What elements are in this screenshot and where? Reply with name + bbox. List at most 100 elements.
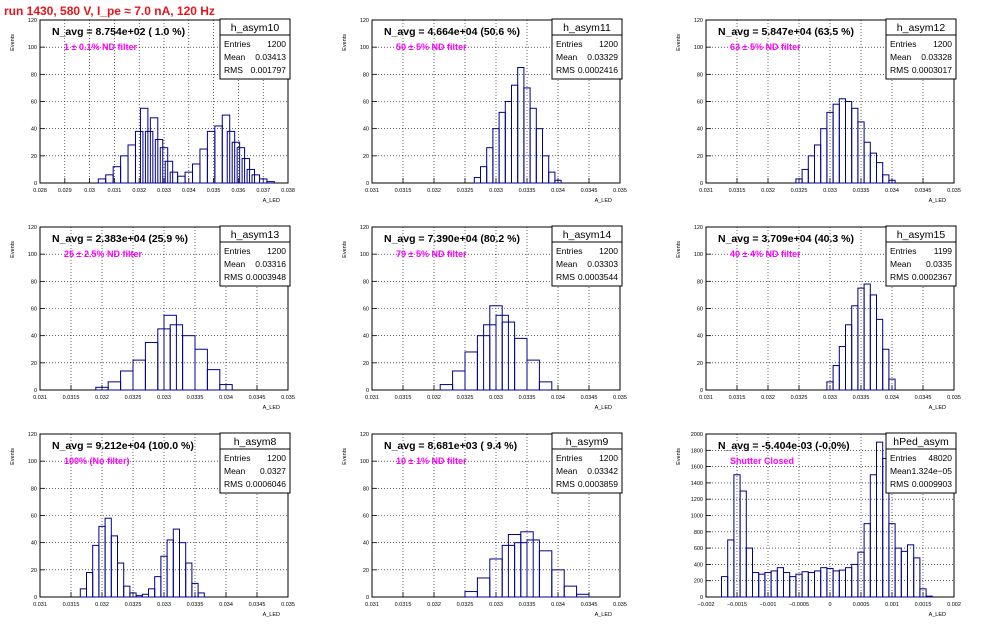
stats-key: RMS — [890, 272, 909, 282]
x-tick-label: 0.034 — [551, 395, 565, 401]
y-tick-label: 120 — [360, 432, 369, 438]
x-axis-label: A_LED — [595, 405, 612, 411]
histogram-bin — [542, 155, 550, 184]
stats-box — [551, 432, 623, 494]
x-tick-label: 0.036 — [232, 188, 246, 194]
histogram-panel: 0.028 0.029 0.03 0.031 0.032 0.033 0.034 0.035 0… — [10, 18, 295, 204]
x-tick-label: −0.0005 — [789, 602, 809, 608]
x-tick-label: 0.034 — [219, 602, 233, 608]
x-tick-label: 0.0335 — [519, 602, 536, 608]
stats-value: 0.03413 — [255, 52, 286, 62]
y-tick-label: 0 — [366, 595, 369, 601]
stats-value: 0.0003017 — [912, 65, 952, 75]
stats-key: RMS — [556, 65, 575, 75]
histogram-panel: 0.031 0.0315 0.032 0.0325 0.033 0.0335 0.034 0.… — [10, 432, 295, 618]
histogram-panel: −0.002 −0.0015 −0.001 −0.0005 0 0.0005 0.001 0.… — [676, 432, 961, 618]
x-tick-label: 0.032 — [427, 188, 441, 194]
stats-value: 1.324e−05 — [912, 466, 953, 476]
histogram-bin — [231, 141, 241, 184]
stats-key: Entries — [890, 39, 916, 49]
stats-value: 48020 — [928, 453, 952, 463]
y-tick-label: 80 — [31, 72, 37, 78]
stats-box — [219, 225, 291, 287]
x-tick-label: 0.0325 — [457, 602, 474, 608]
filter-label: 25 ± 2.5% ND filter — [64, 249, 142, 259]
x-tick-label: 0.035 — [947, 395, 961, 401]
x-tick-label: 0.031 — [365, 602, 379, 608]
y-tick-label: 20 — [31, 154, 37, 160]
y-tick-label: 400 — [694, 562, 703, 568]
x-tick-label: 0.032 — [427, 395, 441, 401]
navg-label: N_avg = -5.404e-03 (-0.0%) — [718, 440, 850, 452]
y-tick-label: 60 — [31, 307, 37, 313]
stats-value: 0.0002367 — [912, 272, 952, 282]
filter-label: 1 ± 0.1% ND filter — [64, 42, 137, 52]
histogram-name: h_asym9 — [566, 436, 609, 448]
stats-box — [219, 432, 291, 494]
filter-label: 50 ± 5% ND filter — [396, 42, 467, 52]
histogram-bin — [185, 562, 193, 598]
histogram-bin — [526, 359, 540, 391]
x-tick-label: 0.033 — [489, 395, 503, 401]
x-tick-label: 0.0325 — [125, 395, 142, 401]
x-tick-label: 0.033 — [489, 188, 503, 194]
y-tick-label: 120 — [360, 18, 369, 24]
y-axis-label: Events — [10, 34, 16, 51]
histogram-bin — [117, 562, 125, 598]
x-tick-label: 0.032 — [427, 602, 441, 608]
stats-key: Mean — [556, 466, 578, 476]
stats-value: 0.0006046 — [246, 479, 286, 489]
x-tick-label: 0.032 — [132, 188, 146, 194]
x-tick-label: 0.0005 — [853, 602, 870, 608]
stats-box — [885, 225, 957, 287]
y-tick-label: 100 — [360, 45, 369, 51]
stats-key: Mean — [890, 52, 912, 62]
histogram-bin — [925, 595, 933, 598]
histogram-bin — [258, 178, 268, 184]
filter-label: Shutter Closed — [730, 456, 794, 466]
x-tick-label: 0.0315 — [63, 395, 80, 401]
x-tick-label: 0.0325 — [791, 395, 808, 401]
y-tick-label: 100 — [360, 459, 369, 465]
x-tick-label: 0.035 — [947, 188, 961, 194]
stats-value: 1199 — [934, 246, 953, 256]
stats-key: RMS — [224, 479, 243, 489]
histogram-panel: 0.031 0.0315 0.032 0.0325 0.033 0.0335 0.034 0.… — [676, 18, 961, 204]
y-axis-label: Events — [342, 448, 348, 465]
histogram-bin — [919, 588, 927, 598]
y-tick-label: 120 — [28, 432, 37, 438]
y-tick-label: 0 — [366, 181, 369, 187]
x-tick-label: −0.001 — [760, 602, 777, 608]
x-tick-label: 0.0345 — [581, 602, 598, 608]
y-tick-label: 40 — [31, 127, 37, 133]
stats-key: RMS — [890, 65, 909, 75]
navg-label: N_avg = 2.383e+04 (25.9 %) — [52, 233, 188, 245]
filter-label: 79 ± 5% ND filter — [396, 249, 467, 259]
x-tick-label: 0.033 — [823, 395, 837, 401]
x-axis-label: A_LED — [929, 198, 946, 204]
x-tick-label: 0.031 — [33, 395, 47, 401]
x-tick-label: 0.035 — [613, 395, 627, 401]
x-tick-label: 0.0325 — [125, 602, 142, 608]
x-tick-label: −0.0015 — [727, 602, 747, 608]
y-tick-label: 100 — [694, 45, 703, 51]
histogram-bin — [159, 147, 169, 184]
y-tick-label: 120 — [694, 18, 703, 24]
histogram-name: h_asym11 — [563, 22, 611, 34]
x-tick-label: 0.031 — [365, 395, 379, 401]
stats-key: RMS — [224, 272, 243, 282]
stats-value: 0.03329 — [587, 52, 618, 62]
x-tick-label: 0.0335 — [519, 395, 536, 401]
stats-key: Mean — [556, 259, 578, 269]
x-tick-label: 0.033 — [489, 602, 503, 608]
histogram-bin — [197, 592, 205, 598]
y-tick-label: 60 — [363, 307, 369, 313]
x-tick-label: 0.032 — [761, 395, 775, 401]
y-tick-label: 40 — [31, 334, 37, 340]
y-tick-label: 20 — [697, 154, 703, 160]
histogram-bin — [206, 369, 221, 391]
x-tick-label: 0.034 — [219, 395, 233, 401]
x-tick-label: 0.0315 — [395, 602, 412, 608]
y-tick-label: 0 — [366, 388, 369, 394]
